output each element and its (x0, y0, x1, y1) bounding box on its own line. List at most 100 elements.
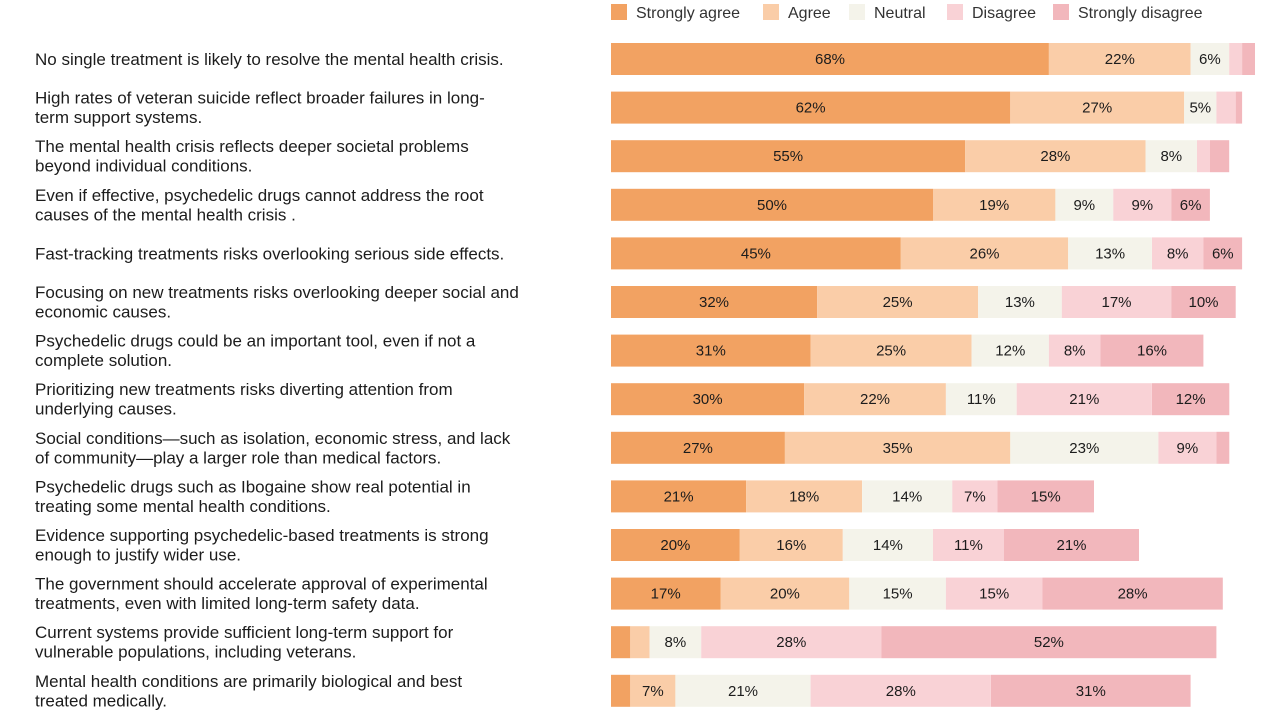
data-label: 20% (660, 537, 690, 554)
bar-segment-neutral (945, 383, 1017, 416)
bar-segment-neutral (978, 286, 1062, 318)
bar-segment-agree (1010, 91, 1185, 124)
bar-segment-disagree (945, 577, 1043, 610)
data-label: 16% (776, 537, 806, 554)
bar-segment-strongly-disagree (991, 674, 1191, 707)
data-label: 62% (796, 100, 826, 117)
statement-label: economic causes. (35, 303, 171, 322)
data-label: 45% (741, 245, 771, 262)
bar-segment-strongly-disagree (1171, 286, 1236, 318)
statement-label: complete solution. (35, 351, 172, 370)
bar-segment-strongly-agree (611, 237, 901, 270)
chart-row: Even if effective, psychedelic drugs can… (35, 186, 1210, 224)
bar-segment-disagree (1016, 383, 1152, 416)
bar-segment-neutral (675, 674, 811, 707)
bar-segment-agree (804, 383, 946, 416)
statement-label: causes of the mental health crisis . (35, 205, 296, 224)
bar-segment-neutral (1010, 431, 1159, 464)
data-label: 28% (1118, 586, 1148, 603)
bar-segment-neutral (1145, 140, 1197, 173)
bar-segment-strongly-agree (611, 43, 1049, 75)
data-label: 26% (969, 245, 999, 262)
bar-segment-strongly-disagree (997, 480, 1094, 513)
bar-segment-strongly-agree (611, 188, 933, 221)
bar-segment-agree (746, 480, 863, 513)
bar-segment-strongly-disagree (881, 626, 1217, 659)
bar-segment-disagree (1048, 334, 1101, 367)
bar-segment-strongly-disagree (1216, 431, 1230, 464)
data-label: 8% (1167, 245, 1189, 262)
data-label: 14% (873, 537, 903, 554)
statement-label: Even if effective, psychedelic drugs can… (35, 186, 484, 205)
data-label: 27% (683, 440, 713, 457)
data-label: 18% (789, 488, 819, 505)
bar-segment-strongly-agree (611, 334, 811, 367)
bar-segment-strongly-agree (611, 140, 966, 173)
legend-label-agree: Agree (788, 5, 831, 22)
bar-segment-neutral (842, 529, 933, 561)
legend-swatch-neutral (849, 4, 865, 20)
data-label: 21% (1069, 391, 1099, 408)
statement-label: Prioritizing new treatments risks divert… (35, 380, 453, 399)
chart-row: Fast-tracking treatments risks overlooki… (35, 237, 1243, 270)
data-label: 6% (1180, 197, 1202, 214)
bar-segment-strongly-disagree (1003, 529, 1139, 561)
data-label: 19% (979, 197, 1009, 214)
data-label: 6% (1212, 245, 1234, 262)
chart-row: Current systems provide sufficient long-… (35, 623, 1217, 662)
data-label: 28% (776, 634, 806, 651)
bar-segment-agree (739, 529, 843, 561)
data-label: 31% (696, 343, 726, 360)
data-label: 25% (876, 343, 906, 360)
data-label: 20% (770, 586, 800, 603)
bar-segment-neutral (971, 334, 1049, 367)
bar-segment-disagree (1158, 431, 1217, 464)
bar-segment-agree (965, 140, 1146, 173)
data-label: 52% (1034, 634, 1064, 651)
bar-segment-strongly-agree (611, 529, 740, 561)
chart-row: High rates of veteran suicide reflect br… (35, 89, 1243, 127)
statement-label: Evidence supporting psychedelic-based tr… (35, 526, 489, 545)
data-label: 10% (1188, 294, 1218, 311)
bar-segment-disagree (1152, 237, 1204, 270)
bar-segment-neutral (649, 626, 702, 659)
data-label: 8% (665, 634, 687, 651)
chart-row: The government should accelerate approva… (35, 575, 1223, 613)
bar-segment-strongly-disagree (1203, 237, 1243, 270)
bar-segment-neutral (1068, 237, 1152, 270)
statement-label: Focusing on new treatments risks overloo… (35, 283, 519, 302)
data-label: 68% (815, 51, 845, 68)
data-label: 11% (967, 391, 996, 408)
bar-segment-strongly-disagree (1100, 334, 1204, 367)
statement-label: Current systems provide sufficient long-… (35, 623, 454, 642)
bar-segment-disagree (1113, 188, 1172, 221)
bar-segment-neutral (849, 577, 946, 610)
data-label: 15% (1031, 488, 1061, 505)
statement-label: Social conditions—such as isolation, eco… (35, 429, 511, 448)
data-label: 12% (1176, 391, 1206, 408)
statement-label: of community—play a larger role than med… (35, 448, 441, 467)
data-label: 11% (954, 537, 983, 554)
statement-label: treatments, even with limited long-term … (35, 594, 420, 613)
bar-segment-strongly-agree (611, 674, 631, 707)
chart-row: The mental health crisis reflects deeper… (35, 137, 1230, 176)
data-label: 17% (1101, 294, 1131, 311)
data-label: 21% (1056, 537, 1086, 554)
bar-segment-agree (784, 431, 1011, 464)
data-label: 9% (1073, 197, 1095, 214)
bar-segment-agree (810, 334, 972, 367)
bar-segment-disagree (1197, 140, 1210, 173)
data-label: 7% (642, 683, 664, 700)
bar-segment-disagree (701, 626, 882, 659)
bar-segment-strongly-agree (611, 383, 805, 416)
data-label: 13% (1005, 294, 1035, 311)
legend-label-disagree: Disagree (972, 5, 1036, 22)
statement-label: treated medically. (35, 691, 167, 710)
data-label: 35% (883, 440, 913, 457)
bar-segment-strongly-disagree (1235, 91, 1243, 124)
chart-row: Mental health conditions are primarily b… (35, 672, 1191, 710)
statement-label: The mental health crisis reflects deeper… (35, 137, 469, 156)
bar-segment-disagree (1061, 286, 1172, 318)
chart-row: Prioritizing new treatments risks divert… (35, 380, 1230, 419)
